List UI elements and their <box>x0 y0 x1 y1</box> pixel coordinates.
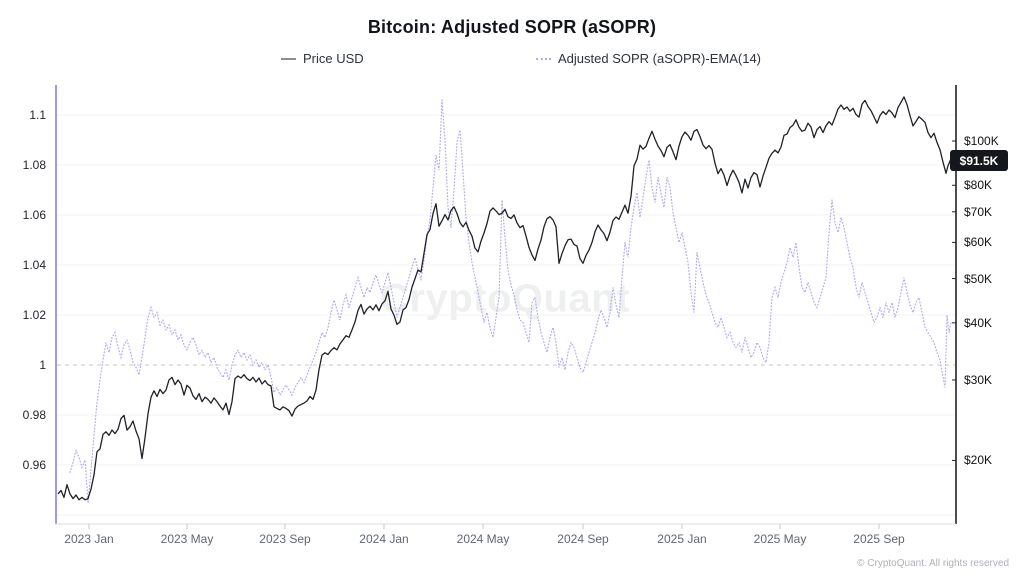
asopr-line-swatch-icon <box>536 57 551 60</box>
price-line-swatch-icon <box>281 57 296 60</box>
footer-copyright: © CryptoQuant. All rights reserved <box>857 558 1009 569</box>
legend-label-asopr: Adjusted SOPR (aSOPR)-EMA(14) <box>558 51 762 66</box>
chart-title: Bitcoin: Adjusted SOPR (aSOPR) <box>367 17 657 37</box>
legend-item-price[interactable]: Price USD <box>281 51 364 66</box>
last-price-badge: $91.5K <box>950 150 1008 171</box>
cryptoquant-watermark: CryptoQuant <box>380 276 630 321</box>
legend-label-price: Price USD <box>303 51 364 66</box>
legend-item-asopr[interactable]: Adjusted SOPR (aSOPR)-EMA(14) <box>536 51 761 66</box>
